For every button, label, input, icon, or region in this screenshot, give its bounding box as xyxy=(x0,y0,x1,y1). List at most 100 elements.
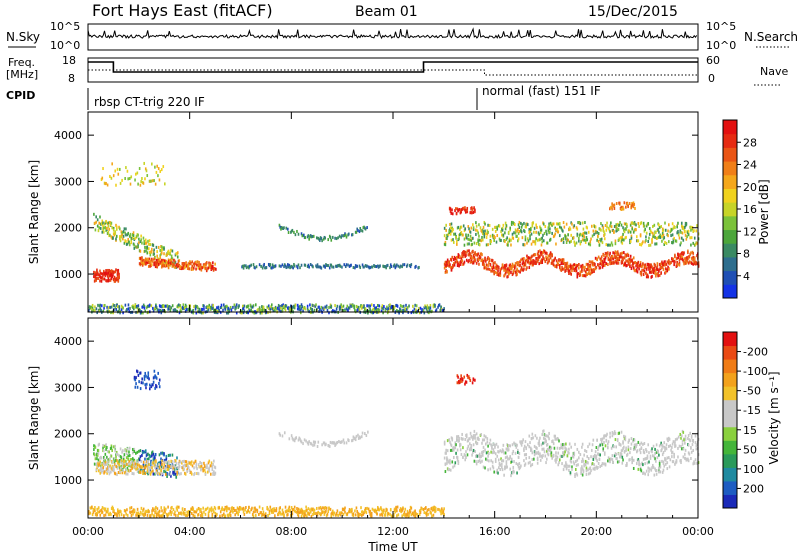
velocity-echo xyxy=(152,472,155,476)
velocity-echo xyxy=(366,506,368,510)
velocity-echo xyxy=(470,445,473,449)
power-echo xyxy=(651,240,653,244)
power-echo xyxy=(423,311,426,315)
power-echo xyxy=(325,305,328,309)
velocity-echo xyxy=(459,448,462,452)
power-echo xyxy=(218,308,220,312)
velocity-echo xyxy=(122,455,125,459)
power-echo xyxy=(523,243,526,247)
power-echo xyxy=(562,221,565,225)
velocity-echo xyxy=(587,457,590,461)
power-echo xyxy=(542,222,545,226)
power-echo xyxy=(185,262,187,266)
velocity-echo xyxy=(419,510,422,514)
velocity-echo xyxy=(528,434,531,438)
velocity-echo xyxy=(210,506,213,510)
power-echo xyxy=(678,263,681,267)
power-echo xyxy=(488,267,491,271)
velocity-echo xyxy=(129,462,131,466)
velocity-echo xyxy=(210,472,212,476)
power-echo xyxy=(375,306,378,310)
power-echo xyxy=(623,230,626,234)
power-echo xyxy=(520,230,523,234)
velocity-echo xyxy=(200,507,202,511)
velocity-echo xyxy=(145,386,147,390)
velocity-echo xyxy=(482,465,485,469)
power-echo xyxy=(280,264,282,268)
power-echo xyxy=(177,305,180,309)
power-echo xyxy=(631,202,634,206)
velocity-echo xyxy=(135,376,137,380)
power-echo xyxy=(401,305,403,309)
velocity-echo xyxy=(96,453,99,457)
power-echo xyxy=(619,252,622,256)
power-echo xyxy=(120,307,123,311)
power-echo xyxy=(242,264,244,268)
power-echo xyxy=(429,304,432,308)
power-echo xyxy=(345,263,348,267)
power-echo xyxy=(180,306,182,310)
power-echo xyxy=(653,269,656,273)
power-echo xyxy=(128,177,131,181)
velocity-echo xyxy=(304,513,307,517)
power-echo xyxy=(505,263,508,267)
power-echo xyxy=(440,305,442,309)
power-echo xyxy=(616,227,618,231)
power-echo xyxy=(640,273,643,277)
power-echo xyxy=(324,236,326,240)
velocity-echo xyxy=(471,453,473,457)
velocity-echo xyxy=(525,456,528,460)
velocity-echo xyxy=(512,465,515,469)
power-echo xyxy=(195,267,197,271)
power-echo xyxy=(460,230,463,234)
power-echo xyxy=(459,255,461,259)
velocity-echo xyxy=(338,439,340,443)
power-echo xyxy=(192,308,195,312)
velocity-echo xyxy=(238,510,240,514)
power-echo xyxy=(96,224,99,228)
velocity-echo xyxy=(149,468,152,472)
power-echo xyxy=(677,262,679,266)
power-echo xyxy=(535,223,537,227)
velocity-echo xyxy=(155,460,157,464)
velocity-echo xyxy=(161,472,163,476)
power-echo xyxy=(688,260,691,264)
velocity-echo xyxy=(137,460,139,464)
velocity-echo xyxy=(300,440,303,444)
power-echo xyxy=(203,265,206,269)
power-echo xyxy=(665,241,668,245)
velocity-echo xyxy=(386,508,388,512)
power-echo xyxy=(340,303,342,307)
velocity-echo xyxy=(155,512,158,516)
velocity-echo xyxy=(135,513,137,517)
power-echo xyxy=(389,266,391,270)
velocity-echo xyxy=(154,453,157,457)
power-echo xyxy=(93,221,96,225)
power-echo xyxy=(476,229,479,233)
power-echo xyxy=(120,235,123,239)
power-echo xyxy=(202,311,204,315)
power-echo xyxy=(562,240,565,244)
velocity-echo xyxy=(474,450,476,454)
power-echo xyxy=(480,259,483,263)
colorbar-swatch xyxy=(723,174,737,189)
power-echo xyxy=(365,309,368,313)
power-echo xyxy=(664,260,666,264)
power-echo xyxy=(100,279,103,283)
velocity-echo xyxy=(495,470,498,474)
velocity-echo xyxy=(262,510,265,514)
power-echo xyxy=(480,239,483,243)
velocity-echo xyxy=(150,462,152,466)
velocity-echo xyxy=(97,449,100,453)
power-echo xyxy=(488,223,491,227)
power-echo xyxy=(296,303,299,307)
power-echo xyxy=(499,273,502,277)
power-echo xyxy=(143,242,146,246)
velocity-echo xyxy=(190,470,192,474)
velocity-echo xyxy=(544,437,547,441)
velocity-echo xyxy=(475,462,478,466)
power-echo xyxy=(642,273,645,277)
velocity-echo xyxy=(444,462,447,466)
power-echo xyxy=(621,235,624,239)
velocity-echo xyxy=(123,464,125,468)
